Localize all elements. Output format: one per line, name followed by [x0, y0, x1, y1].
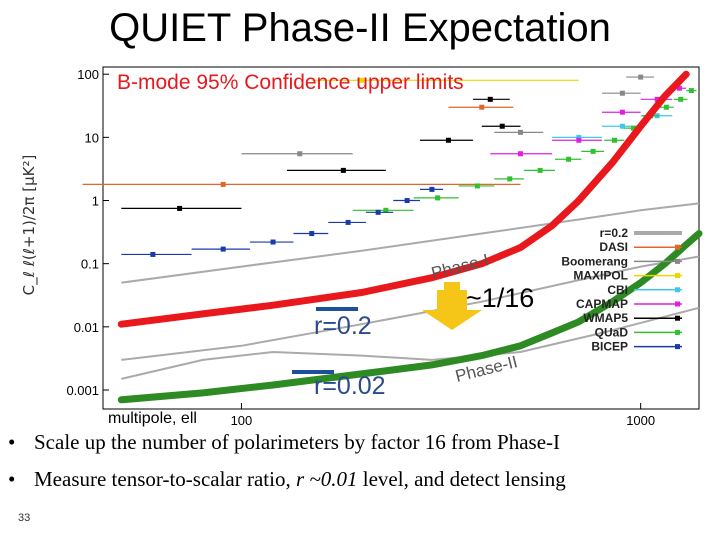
data-point — [359, 77, 365, 83]
y-tick-label: 10 — [85, 130, 99, 145]
bullet-text: Measure tensor-to-scalar ratio, — [34, 467, 296, 491]
legend-marker — [675, 301, 680, 307]
legend-label: WMAP5 — [583, 311, 628, 325]
data-point — [270, 239, 276, 245]
legend-marker — [675, 258, 680, 264]
data-point — [619, 90, 625, 96]
axis-ticks: 100 10 1 0.1 0.01 0.001 100 1000 — [66, 67, 655, 428]
legend-label: r=0.2 — [600, 226, 629, 240]
series — [121, 96, 521, 211]
y-tick-label: 0.01 — [74, 320, 99, 335]
legend-marker — [675, 344, 680, 350]
theory-curve — [121, 306, 700, 380]
data-point — [429, 186, 435, 192]
y-axis-label: C_ℓ ℓ(ℓ+1)/2π [μK²] — [20, 155, 39, 296]
bullet-item: Scale up the number of polarimeters by f… — [8, 430, 708, 455]
r-marker-label: r=0.02 — [314, 372, 386, 400]
bullet-italic: r ~0.01 — [295, 467, 358, 491]
legend-label: BICEP — [591, 340, 628, 354]
data-point — [517, 151, 523, 157]
data-point — [309, 231, 315, 237]
data-point — [663, 104, 669, 110]
legend-label: MAXIPOL — [573, 269, 628, 283]
data-point — [517, 129, 523, 135]
legend-label: CBI — [607, 283, 628, 297]
x-axis-label: multipole, ell — [108, 410, 197, 427]
data-point — [590, 148, 596, 154]
x-tick-label: 1000 — [626, 413, 655, 428]
data-point — [619, 123, 625, 129]
plot-area — [102, 66, 700, 410]
theory-curve — [121, 255, 700, 361]
reduction-arrow — [422, 282, 482, 330]
data-point — [676, 85, 682, 91]
legend-marker — [675, 273, 680, 279]
ratio-label: ~1/16 — [466, 283, 534, 313]
data-point — [383, 207, 389, 213]
theory-curves — [121, 202, 700, 380]
data-point — [340, 167, 346, 173]
data-point — [297, 151, 303, 157]
legend-label: Boomerang — [561, 254, 628, 268]
data-point — [177, 205, 183, 211]
data-point — [445, 137, 451, 143]
legend-label: QUaD — [595, 325, 629, 339]
data-point — [566, 156, 572, 162]
data-point — [220, 181, 226, 187]
data-point — [638, 74, 644, 80]
y-tick-label: 1 — [92, 194, 99, 209]
legend-label: DASI — [599, 240, 628, 254]
data-point — [404, 198, 410, 204]
data-point — [479, 104, 485, 110]
data-point — [654, 96, 660, 102]
legend: r=0.2DASIBoomerangMAXIPOLCBICAPMAPWMAP5Q… — [561, 226, 682, 354]
y-tick-label: 100 — [77, 67, 99, 82]
series — [82, 104, 521, 187]
y-tick-label: 0.001 — [66, 383, 99, 398]
data-point — [220, 246, 226, 252]
r-marker-label: r=0.2 — [314, 312, 372, 340]
theory-curve — [121, 202, 700, 284]
data-point — [499, 123, 505, 129]
data-point — [678, 96, 684, 102]
data-point — [576, 134, 582, 140]
data-point — [435, 195, 441, 201]
series — [121, 186, 444, 257]
expectation-curve — [117, 70, 690, 328]
y-tick-label: 0.1 — [81, 257, 99, 272]
data-point — [150, 251, 156, 257]
data-point — [619, 109, 625, 115]
bullet-text: level, and detect lensing — [357, 467, 566, 491]
chart-title: B-mode 95% Confidence upper limits — [117, 71, 464, 94]
bullet-text: Scale up the number of polarimeters by f… — [34, 430, 560, 454]
data-point — [631, 125, 637, 131]
legend-marker — [675, 329, 680, 335]
slide-title: QUIET Phase-II Expectation — [109, 6, 611, 50]
bullet-item: Measure tensor-to-scalar ratio, r ~0.01 … — [8, 467, 708, 492]
data-point — [688, 88, 694, 94]
series — [241, 74, 655, 157]
series — [311, 77, 579, 83]
data-point — [345, 219, 351, 225]
data-point — [375, 209, 381, 215]
data-point — [507, 176, 513, 182]
legend-label: CAPMAP — [576, 297, 628, 311]
series — [490, 85, 687, 157]
data-point — [474, 183, 480, 189]
page-number: 33 — [18, 512, 31, 524]
legend-marker — [675, 315, 680, 321]
bullet-list: Scale up the number of polarimeters by f… — [8, 430, 708, 504]
legend-marker — [675, 244, 680, 250]
data-point — [612, 137, 618, 143]
expectation-curve — [117, 230, 703, 404]
legend-marker — [675, 287, 680, 293]
data-point — [487, 96, 493, 102]
data-point — [537, 167, 543, 173]
expectation-curves — [117, 70, 703, 404]
data-point — [576, 137, 582, 143]
x-tick-label: 100 — [231, 413, 253, 428]
